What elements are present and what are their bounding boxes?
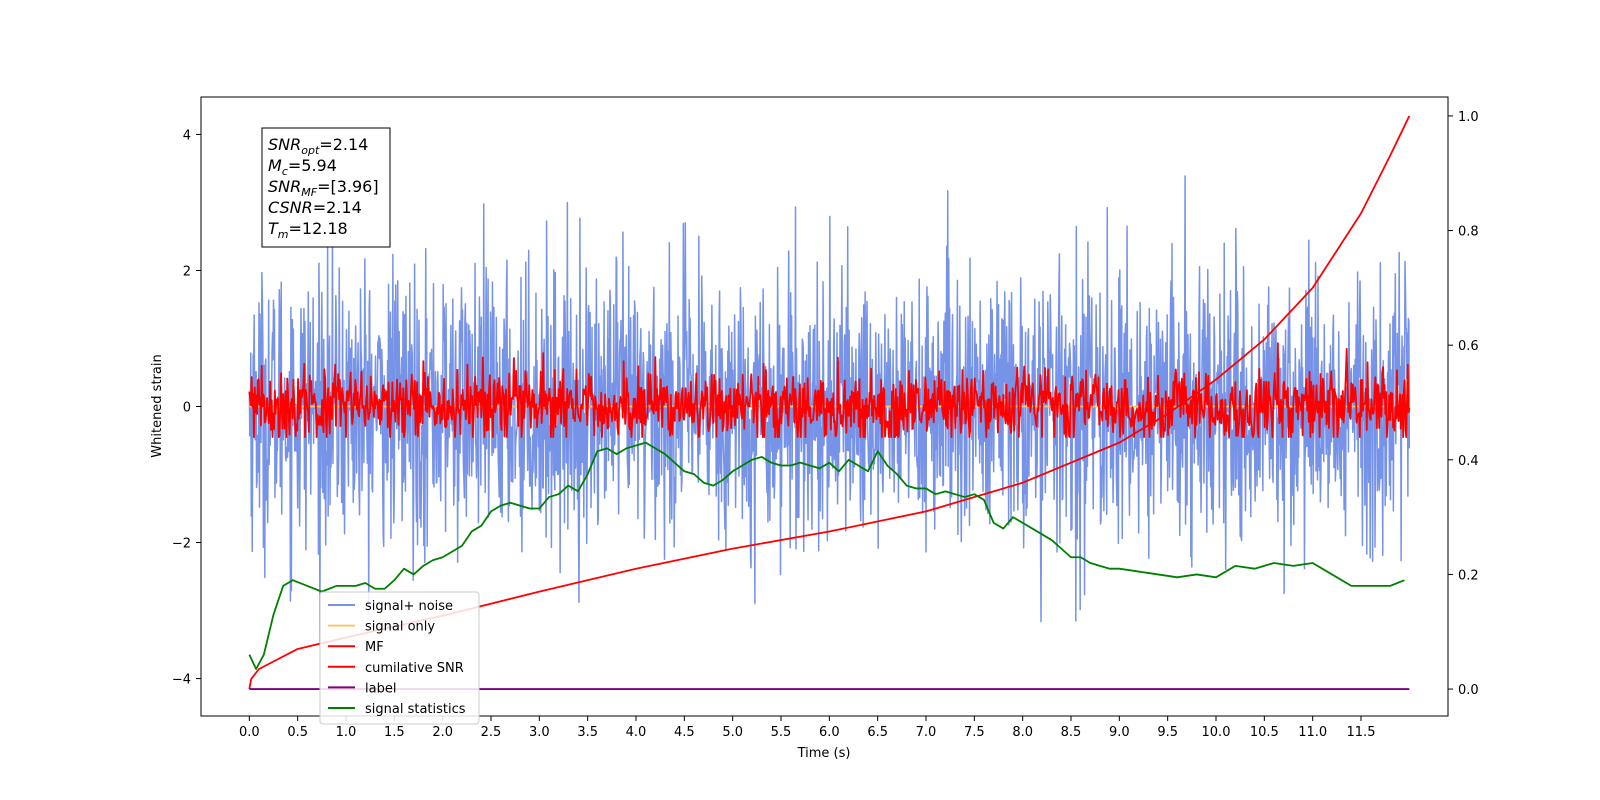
x-tick-label: 6.5 bbox=[867, 725, 888, 740]
legend-label: signal only bbox=[365, 620, 435, 635]
x-axis-ticks: 0.0 0.5 1.0 1.5 2.0 2.5 3.0 3.5 4.0 4.5 5.0 5.5 6.0 6… bbox=[239, 716, 1375, 740]
legend-entry: cumilative SNR bbox=[328, 661, 464, 676]
legend-entry: label bbox=[328, 681, 396, 696]
legend-label: label bbox=[365, 681, 396, 696]
legend-label: signal+ noise bbox=[365, 599, 453, 614]
legend-entry: signal only bbox=[328, 620, 435, 635]
x-tick-label: 8.5 bbox=[1061, 725, 1082, 740]
x-tick-label: 2.5 bbox=[481, 725, 502, 740]
x-tick-label: 4.0 bbox=[626, 725, 647, 740]
y-axis-label: Whitened strain bbox=[150, 354, 165, 457]
x-tick-label: 9.5 bbox=[1157, 725, 1178, 740]
y2-tick-label: 1.0 bbox=[1458, 110, 1479, 125]
series-line-cumilative-snr bbox=[248, 115, 1411, 690]
legend-label: MF bbox=[365, 640, 384, 655]
x-tick-label: 9.0 bbox=[1109, 725, 1130, 740]
x-tick-label: 7.0 bbox=[916, 725, 937, 740]
info-line: Mc=5.94 bbox=[268, 156, 337, 178]
y-axis-left-ticks: −4 −2 0 2 4 bbox=[172, 128, 201, 688]
y2-tick-label: 0.0 bbox=[1458, 683, 1479, 698]
series-line-mf bbox=[248, 342, 1411, 439]
info-line: SNRopt=2.14 bbox=[268, 135, 368, 157]
y-axis-right-ticks: 0.0 0.2 0.4 0.6 0.8 1.0 bbox=[1448, 110, 1479, 698]
x-tick-label: 5.5 bbox=[771, 725, 792, 740]
legend-entry: signal+ noise bbox=[328, 599, 453, 614]
y2-tick-label: 0.8 bbox=[1458, 225, 1479, 240]
y2-tick-label: 0.4 bbox=[1458, 454, 1479, 469]
x-tick-label: 10.0 bbox=[1202, 725, 1231, 740]
legend-frame bbox=[319, 591, 480, 725]
legend-label: signal statistics bbox=[365, 702, 466, 717]
info-line: Tm=12.18 bbox=[268, 219, 348, 241]
y-tick-label: 0 bbox=[183, 401, 191, 416]
info-line: SNRMF=[3.96] bbox=[268, 177, 379, 199]
legend: signal+ noise signal only MF cumilative SNR… bbox=[319, 591, 480, 725]
x-tick-label: 3.0 bbox=[529, 725, 550, 740]
y-tick-label: 4 bbox=[183, 128, 191, 143]
x-tick-label: 8.0 bbox=[1012, 725, 1033, 740]
x-tick-label: 11.0 bbox=[1298, 725, 1327, 740]
legend-entry: signal statistics bbox=[328, 702, 466, 717]
legend-entry: MF bbox=[328, 640, 384, 655]
x-tick-label: 1.0 bbox=[336, 725, 357, 740]
x-tick-label: 7.5 bbox=[964, 725, 985, 740]
y-tick-label: −2 bbox=[172, 537, 191, 552]
y2-tick-label: 0.2 bbox=[1458, 568, 1479, 583]
x-axis-label: Time (s) bbox=[797, 746, 851, 761]
info-box-frame bbox=[261, 127, 391, 248]
x-tick-label: 10.5 bbox=[1250, 725, 1279, 740]
legend-label: cumilative SNR bbox=[365, 661, 464, 676]
x-tick-label: 0.5 bbox=[287, 725, 308, 740]
x-tick-label: 0.0 bbox=[239, 725, 260, 740]
x-tick-label: 5.0 bbox=[722, 725, 743, 740]
y2-tick-label: 0.6 bbox=[1458, 339, 1479, 354]
x-tick-label: 3.5 bbox=[577, 725, 598, 740]
x-tick-label: 11.5 bbox=[1347, 725, 1376, 740]
series-line-signal-statistics bbox=[248, 441, 1405, 670]
x-tick-label: 4.5 bbox=[674, 725, 695, 740]
x-tick-label: 6.0 bbox=[819, 725, 840, 740]
x-tick-label: 2.0 bbox=[432, 725, 453, 740]
info-line: CSNR=2.14 bbox=[268, 198, 362, 217]
y-tick-label: −4 bbox=[172, 673, 191, 688]
x-tick-label: 1.5 bbox=[384, 725, 405, 740]
y-tick-label: 2 bbox=[183, 264, 191, 279]
